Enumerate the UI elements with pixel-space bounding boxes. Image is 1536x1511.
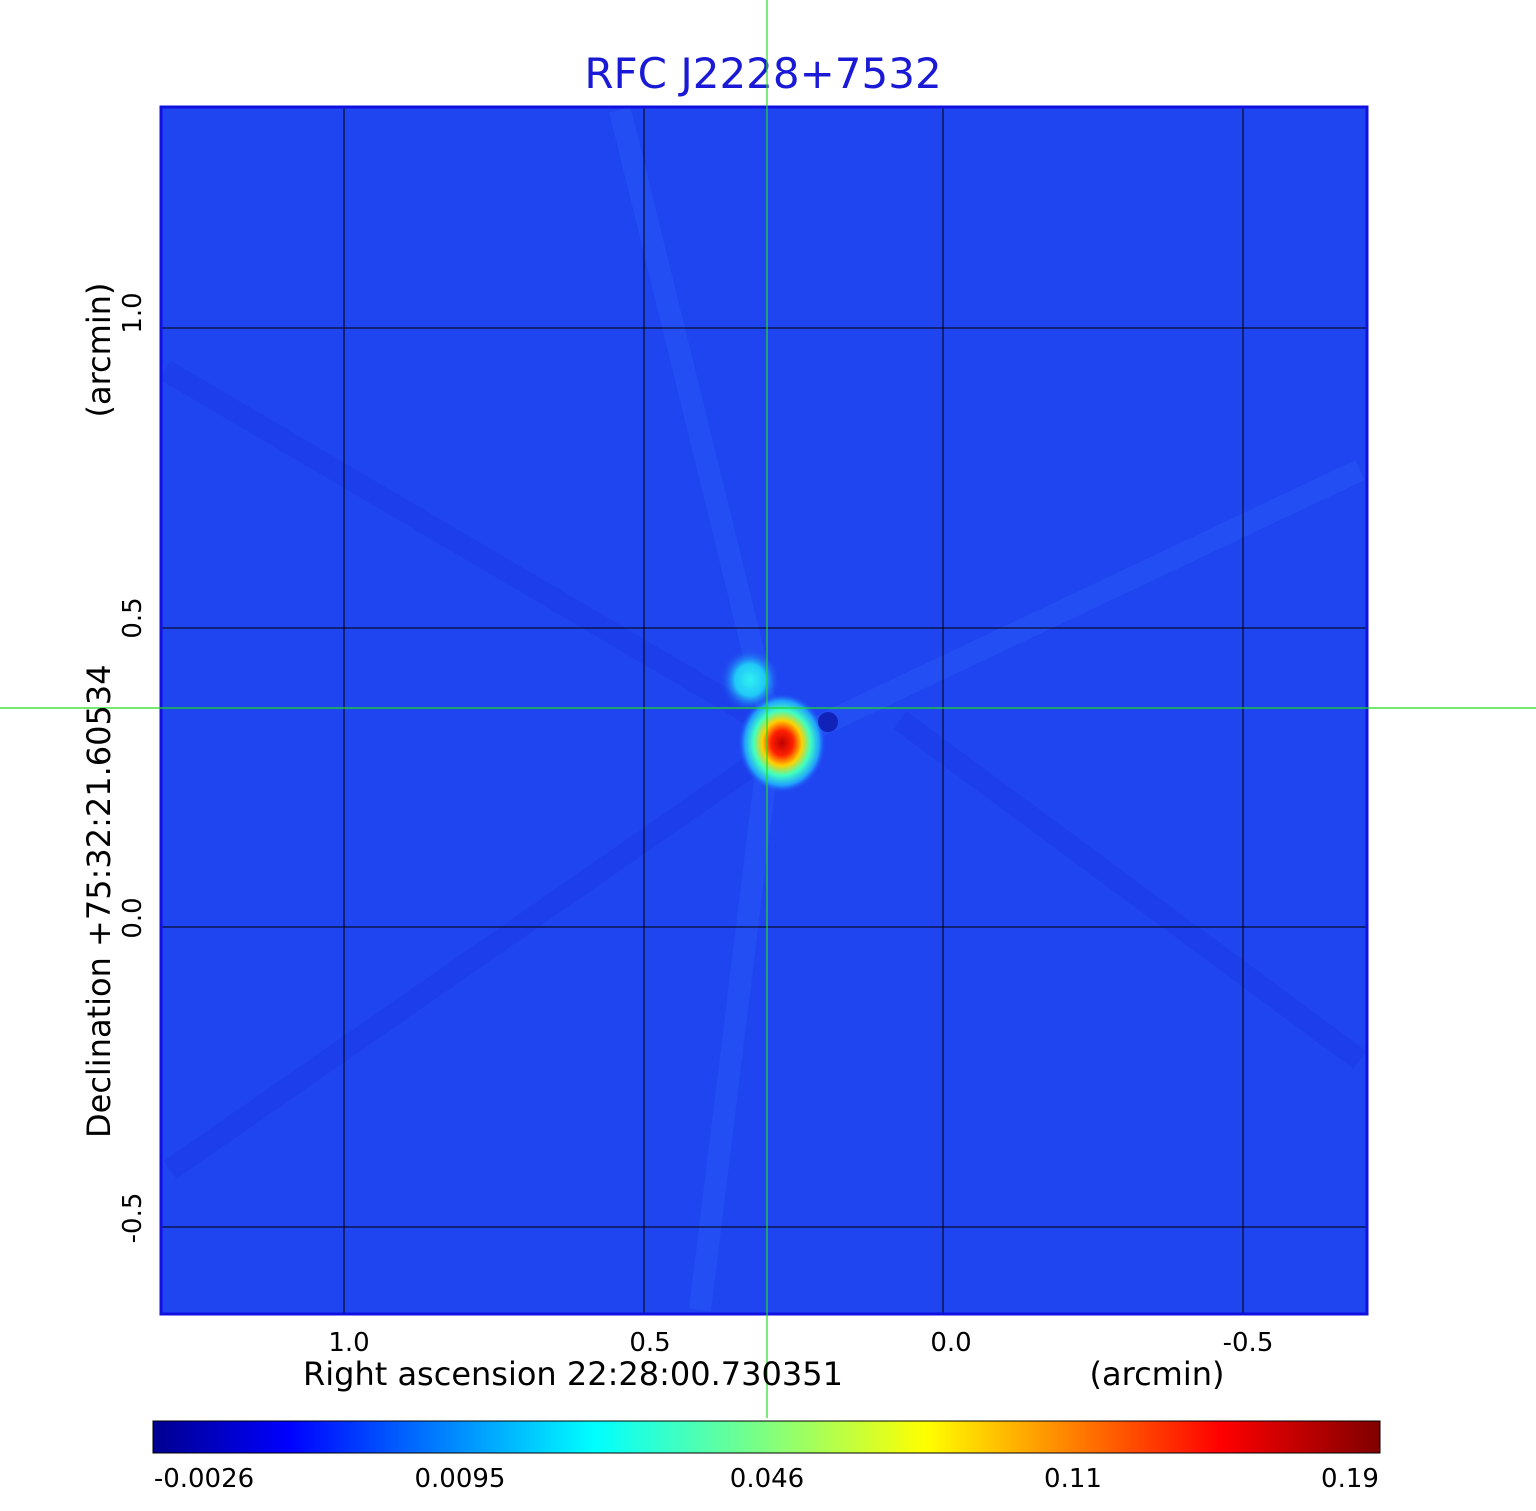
colorbar-tick-label: 0.11	[1044, 1464, 1102, 1494]
crosshair	[0, 0, 1536, 1418]
y-tick-label: 0.5	[118, 597, 148, 638]
colorbar-gradient	[152, 1420, 1381, 1454]
y-tick-label: 0.0	[118, 897, 148, 938]
colorbar: -0.0026 0.0095 0.046 0.11 0.19	[152, 1420, 1381, 1494]
y-tick-label: 1.0	[118, 292, 148, 333]
colorbar-tick-label: -0.0026	[154, 1464, 254, 1494]
y-axis: 1.0 0.5 0.0 -0.5 Declination +75:32:21.6…	[80, 283, 148, 1244]
x-tick-label: 0.0	[930, 1328, 971, 1358]
sidelobe-streaks	[159, 107, 1367, 1312]
y-axis-unit: (arcmin)	[80, 283, 118, 418]
x-tick-label: -0.5	[1223, 1328, 1274, 1358]
coordinate-grid	[161, 107, 1367, 1314]
colorbar-tick-label: 0.046	[730, 1464, 804, 1494]
bright-core-source	[738, 693, 826, 793]
x-tick-label: 0.5	[629, 1328, 670, 1358]
colorbar-tick-label: 0.0095	[415, 1464, 506, 1494]
secondary-source	[720, 648, 780, 712]
plot-title: RFC J2228+7532	[584, 49, 941, 98]
x-axis-unit: (arcmin)	[1090, 1355, 1225, 1393]
image-frame	[159, 105, 1369, 1316]
x-axis: 1.0 0.5 0.0 -0.5 Right ascension 22:28:0…	[303, 1328, 1273, 1393]
x-axis-label: Right ascension 22:28:00.730351	[303, 1355, 843, 1393]
image-panel	[159, 105, 1369, 1316]
negative-dip	[818, 712, 838, 732]
y-tick-label: -0.5	[118, 1193, 148, 1244]
colorbar-tick-label: 0.19	[1321, 1464, 1379, 1494]
y-axis-label: Declination +75:32:21.60534	[80, 664, 118, 1138]
x-tick-label: 1.0	[328, 1328, 369, 1358]
